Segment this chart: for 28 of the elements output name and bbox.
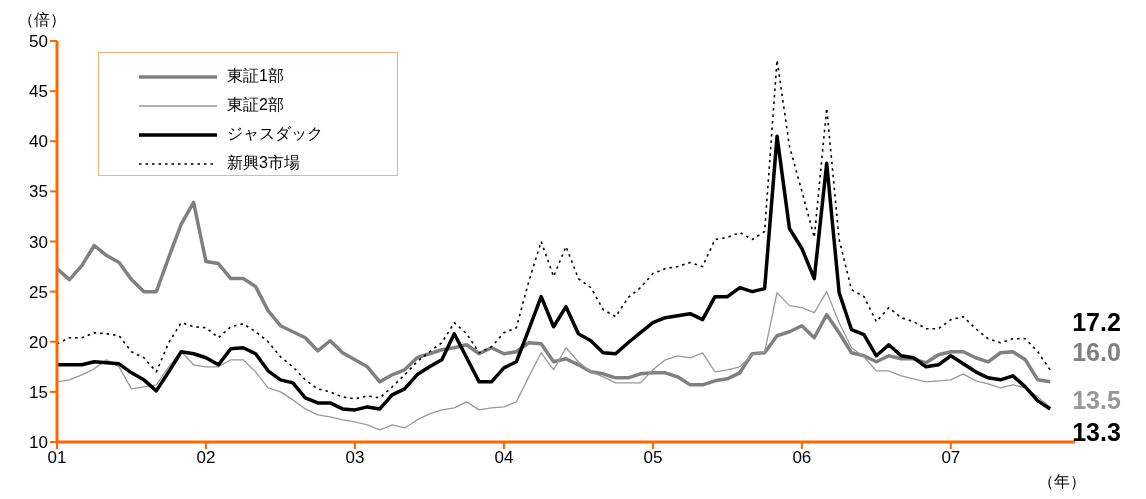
y-tick-label: 30 xyxy=(29,232,48,252)
x-tick-label: 01 xyxy=(47,448,67,468)
y-tick-label: 10 xyxy=(29,433,48,453)
data-label: 17.2 xyxy=(1072,307,1121,336)
legend-label: 東証2部 xyxy=(227,95,284,115)
y-tick-label: 50 xyxy=(29,32,48,52)
x-axis-title: （年） xyxy=(1038,472,1086,492)
y-tick-label: 35 xyxy=(29,182,48,202)
y-tick-label: 15 xyxy=(29,382,48,402)
data-label: 16.0 xyxy=(1072,337,1121,366)
legend-label: ジャスダック xyxy=(227,124,323,144)
data-label: 13.3 xyxy=(1072,417,1121,446)
line-series xyxy=(57,200,1052,387)
x-tick-label: 03 xyxy=(345,448,365,468)
y-axis-title: （倍） xyxy=(18,10,66,30)
y-tick-label: 45 xyxy=(29,82,48,102)
x-tick-label: 06 xyxy=(792,448,812,468)
x-tick-label: 07 xyxy=(941,448,961,468)
y-tick-label: 40 xyxy=(29,132,48,152)
y-tick-label: 20 xyxy=(29,332,48,352)
x-tick-label: 04 xyxy=(494,448,514,468)
legend-label: 新興3市場 xyxy=(227,153,300,173)
x-tick-label: 05 xyxy=(643,448,663,468)
x-tick-label: 02 xyxy=(196,448,216,468)
y-tick-label: 25 xyxy=(29,282,48,302)
line-series xyxy=(57,290,1051,431)
data-label: 13.5 xyxy=(1072,385,1121,414)
legend-label: 東証1部 xyxy=(227,66,284,86)
